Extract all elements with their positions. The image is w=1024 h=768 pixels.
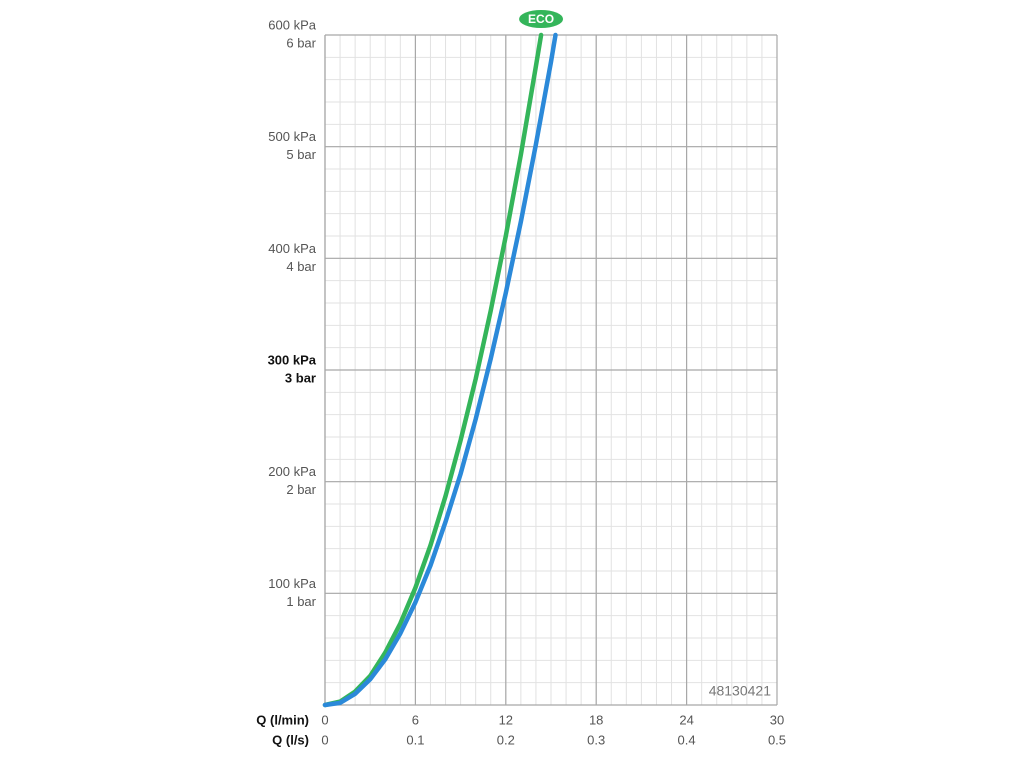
- lines: [322, 32, 558, 708]
- x2-tick-label: 0.2: [497, 732, 515, 747]
- y-tick-label: 400 kPa: [268, 241, 316, 256]
- x-tick-label: 0: [321, 712, 328, 727]
- x-tick-label: 12: [499, 712, 513, 727]
- y-tick-label: 200 kPa: [268, 464, 316, 479]
- y2-tick-label: 5 bar: [286, 147, 316, 162]
- y2-tick-label: 6 bar: [286, 35, 316, 50]
- labels: 0 6 12 18 24 30 0 0.1 0.2 0.3 0.4 0.5 Q (l/min) Q (l/…: [256, 10, 786, 747]
- x2-tick-label: 0.4: [678, 732, 696, 747]
- y2-tick-label: 2 bar: [286, 482, 316, 497]
- legend-badge: [519, 10, 564, 28]
- x2-axis-label: Q (l/s): [272, 732, 309, 747]
- series-line: [322, 32, 558, 708]
- y-tick-label: 600 kPa: [268, 17, 316, 32]
- annotation: 48130421: [709, 683, 772, 699]
- y-tick-label: 500 kPa: [268, 129, 316, 144]
- y-tick-label: 100 kPa: [268, 576, 316, 591]
- grid: [324, 34, 778, 706]
- x-tick-label: 30: [770, 712, 784, 727]
- y2-tick-label: 3 bar: [285, 370, 316, 385]
- x-axis-label: Q (l/min): [256, 712, 309, 727]
- x-tick-label: 6: [412, 712, 419, 727]
- y2-tick-label: 4 bar: [286, 259, 316, 274]
- x2-tick-label: 0: [321, 732, 328, 747]
- x2-tick-label: 0.1: [406, 732, 424, 747]
- y2-tick-label: 1 bar: [286, 594, 316, 609]
- x-tick-label: 24: [679, 712, 693, 727]
- y-tick-label: 300 kPa: [268, 352, 317, 367]
- x2-tick-label: 0.3: [587, 732, 605, 747]
- x-tick-label: 18: [589, 712, 603, 727]
- legend-label: ECO: [528, 12, 554, 26]
- x2-tick-label: 0.5: [768, 732, 786, 747]
